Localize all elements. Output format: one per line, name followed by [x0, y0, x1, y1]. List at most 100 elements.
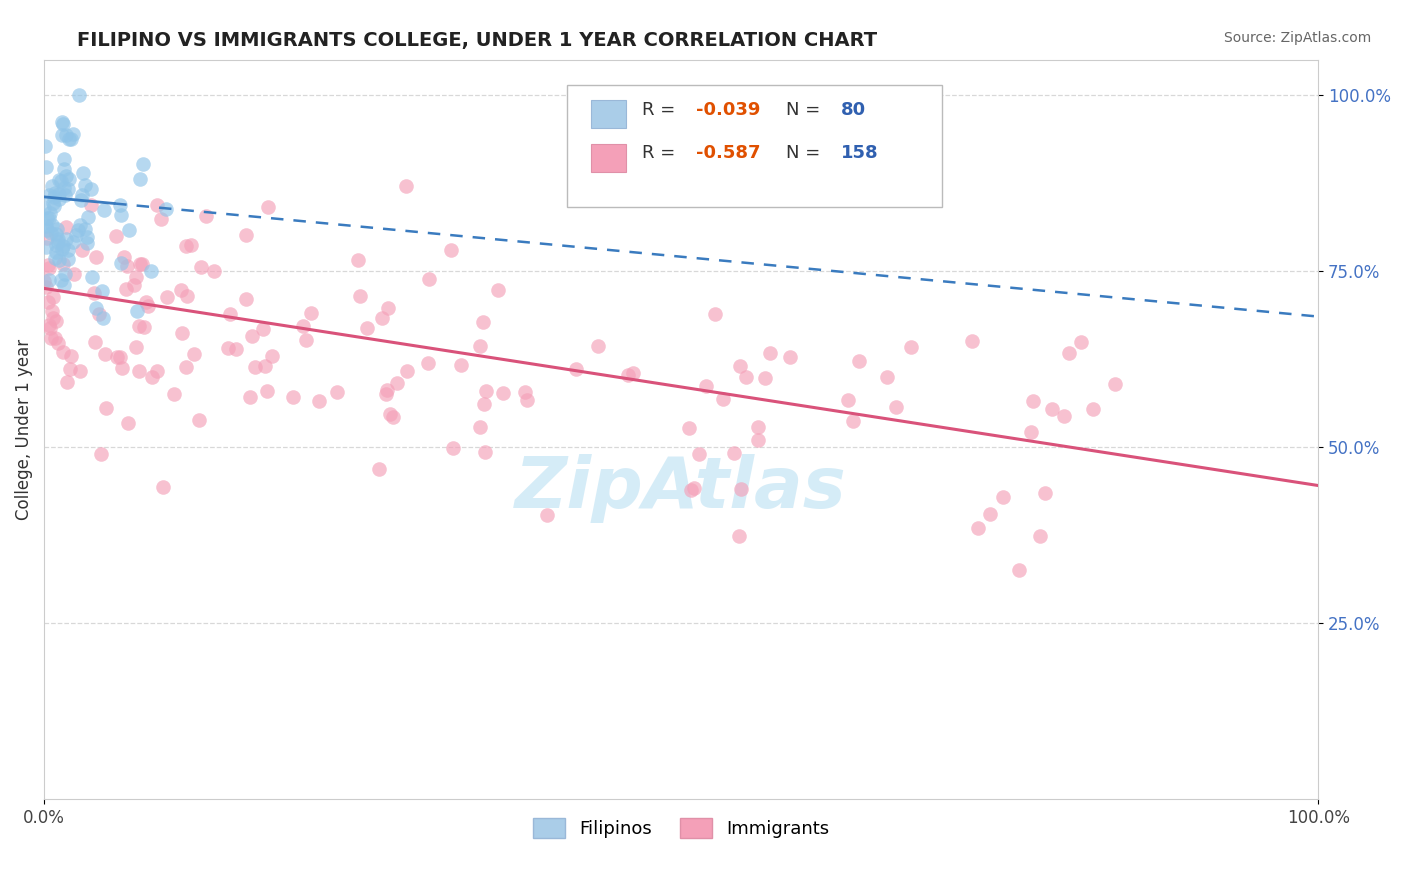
Point [730, 483, 752, 497]
Point [37, 231, 59, 245]
Point [688, 447, 710, 461]
Point [44, 186, 66, 200]
Point [308, 393, 330, 408]
Point [38, 318, 60, 333]
Point [55, 169, 77, 183]
Point [235, 228, 257, 243]
Point [104, 229, 127, 244]
Point [45, 314, 67, 328]
Point [375, 384, 398, 398]
Point [37, 295, 59, 310]
Point [53, 278, 76, 293]
Point [727, 529, 749, 543]
Point [55, 220, 77, 235]
Point [900, 340, 922, 354]
Point [56, 243, 79, 257]
Point [60, 132, 83, 146]
Point [38, 321, 60, 335]
Point [38, 261, 60, 276]
Point [141, 370, 163, 384]
Point [67, 88, 90, 103]
Point [44, 330, 66, 344]
Point [112, 250, 135, 264]
Point [190, 260, 212, 274]
Point [93, 202, 115, 217]
Point [441, 441, 464, 455]
Point [704, 307, 727, 321]
Point [356, 321, 378, 335]
Point [110, 256, 132, 270]
Point [218, 307, 240, 321]
Point [382, 409, 405, 424]
Point [472, 397, 495, 411]
Point [217, 341, 239, 355]
Point [474, 445, 496, 459]
Point [46, 235, 69, 249]
Point [262, 349, 284, 363]
Point [754, 371, 776, 385]
Point [1008, 563, 1031, 577]
Point [621, 367, 644, 381]
Point [77, 211, 100, 225]
Point [55, 128, 77, 142]
Point [65, 228, 87, 243]
Point [41, 178, 63, 193]
Point [72, 244, 94, 258]
Point [84, 334, 107, 349]
Point [42, 190, 65, 204]
Point [51, 242, 73, 256]
Point [91, 310, 114, 325]
Point [51, 344, 73, 359]
Point [156, 290, 179, 304]
Point [32, 201, 55, 215]
Point [35, 161, 58, 175]
Point [84, 301, 107, 316]
Text: 158: 158 [841, 145, 879, 162]
Point [1083, 402, 1105, 417]
Point [1021, 393, 1043, 408]
Point [45, 237, 67, 252]
Point [711, 392, 734, 406]
Point [55, 376, 77, 390]
Point [678, 421, 700, 435]
Point [52, 257, 75, 271]
Point [108, 198, 131, 212]
Point [1059, 346, 1081, 360]
Point [39, 331, 62, 345]
Point [51, 128, 73, 143]
Point [183, 347, 205, 361]
Point [377, 301, 399, 315]
Point [38, 273, 60, 287]
Point [202, 263, 225, 277]
Point [695, 378, 717, 392]
Point [58, 171, 80, 186]
Point [565, 361, 588, 376]
Text: N =: N = [786, 145, 825, 162]
Point [730, 359, 752, 374]
Point [52, 181, 75, 195]
Point [1033, 486, 1056, 500]
Point [62, 235, 84, 249]
Point [723, 445, 745, 459]
Point [375, 387, 398, 401]
Point [48, 192, 70, 206]
Legend: Filipinos, Immigrants: Filipinos, Immigrants [526, 811, 837, 846]
Point [110, 208, 132, 222]
Point [180, 237, 202, 252]
Text: N =: N = [786, 101, 825, 119]
Point [46, 336, 69, 351]
Point [139, 264, 162, 278]
Point [470, 339, 492, 353]
FancyBboxPatch shape [567, 86, 942, 208]
Point [254, 359, 277, 374]
Point [35, 240, 58, 254]
Point [34, 274, 56, 288]
Point [371, 310, 394, 325]
Point [37, 211, 59, 226]
Point [299, 306, 322, 320]
Point [135, 295, 157, 310]
Point [108, 351, 131, 365]
FancyBboxPatch shape [591, 100, 627, 128]
Point [48, 253, 70, 268]
Point [170, 283, 193, 297]
